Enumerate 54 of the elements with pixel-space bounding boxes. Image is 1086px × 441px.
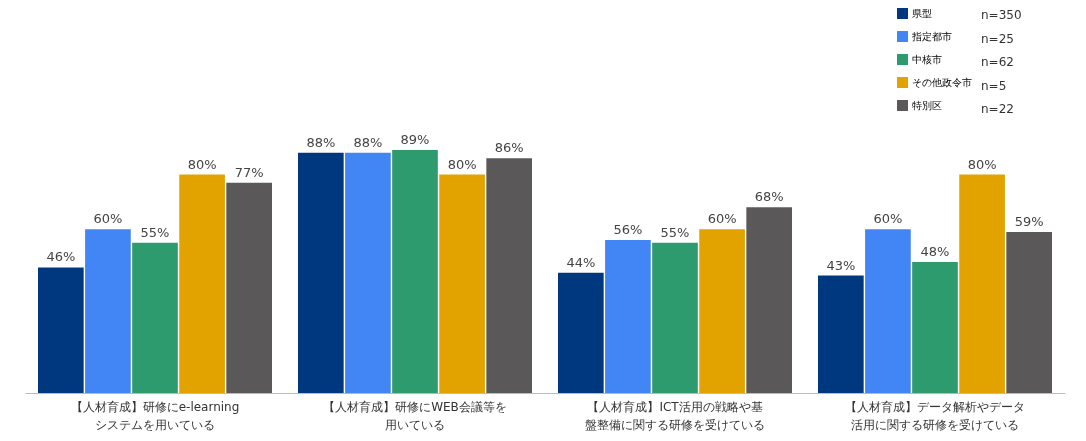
text: n=62 xyxy=(981,55,1014,69)
data-label: 88% xyxy=(353,134,383,150)
legend-label: 特別区 xyxy=(912,99,942,111)
text: n=350 xyxy=(981,8,1022,22)
text: n=22 xyxy=(981,102,1014,116)
data-label: 68% xyxy=(754,189,784,205)
data-label: 56% xyxy=(613,222,643,238)
x-tick-label: 【人材育成】研修にWEB会議等を用いている xyxy=(323,399,507,432)
bar xyxy=(486,158,532,393)
bar xyxy=(85,229,131,393)
legend-label: 中核市 xyxy=(912,53,942,65)
bar xyxy=(605,240,651,393)
data-label: 80% xyxy=(447,156,477,172)
bar xyxy=(746,207,792,393)
data-label: 44% xyxy=(566,254,596,270)
x-tick-label: 【人材育成】研修にe-learningシステムを用いている xyxy=(70,399,240,432)
bar xyxy=(392,150,438,393)
legend-label: 指定都市 xyxy=(911,30,952,42)
data-label: 60% xyxy=(707,211,737,227)
data-label: 80% xyxy=(187,156,217,172)
data-label: 48% xyxy=(920,243,950,259)
data-label: 43% xyxy=(826,257,856,273)
data-label: 55% xyxy=(660,224,690,240)
data-label: 80% xyxy=(967,156,997,172)
text: n=25 xyxy=(981,31,1014,46)
bar xyxy=(226,182,272,393)
bar xyxy=(818,275,864,393)
bar xyxy=(912,261,958,393)
bar xyxy=(439,174,485,393)
bar xyxy=(699,229,745,393)
bar xyxy=(345,152,391,393)
bar xyxy=(132,242,178,393)
data-label: 59% xyxy=(1014,213,1044,229)
legend-label: 県型 xyxy=(912,7,932,19)
bar xyxy=(179,174,225,393)
x-tick-label: 【人材育成】データ解析やデータ活用に関する研修を受けている xyxy=(845,399,1025,432)
data-label: 60% xyxy=(93,211,123,227)
bar xyxy=(38,267,84,393)
x-tick-label: 【人材育成】ICT活用の戦略や基盤整備に関する研修を受けている xyxy=(585,399,765,432)
data-label: 77% xyxy=(234,164,264,180)
text: n=5 xyxy=(981,78,1007,93)
bar xyxy=(959,174,1005,393)
bar xyxy=(652,242,698,393)
bar xyxy=(1006,231,1052,393)
bar xyxy=(558,272,604,393)
data-label: 55% xyxy=(140,224,170,240)
data-label: 60% xyxy=(873,211,903,227)
bar xyxy=(865,229,911,393)
data-label: 86% xyxy=(494,140,524,156)
bar xyxy=(298,152,344,393)
data-label: 46% xyxy=(46,249,76,265)
legend-label: その他政令市 xyxy=(912,76,972,88)
data-label: 89% xyxy=(400,132,430,147)
data-label: 88% xyxy=(306,134,336,150)
